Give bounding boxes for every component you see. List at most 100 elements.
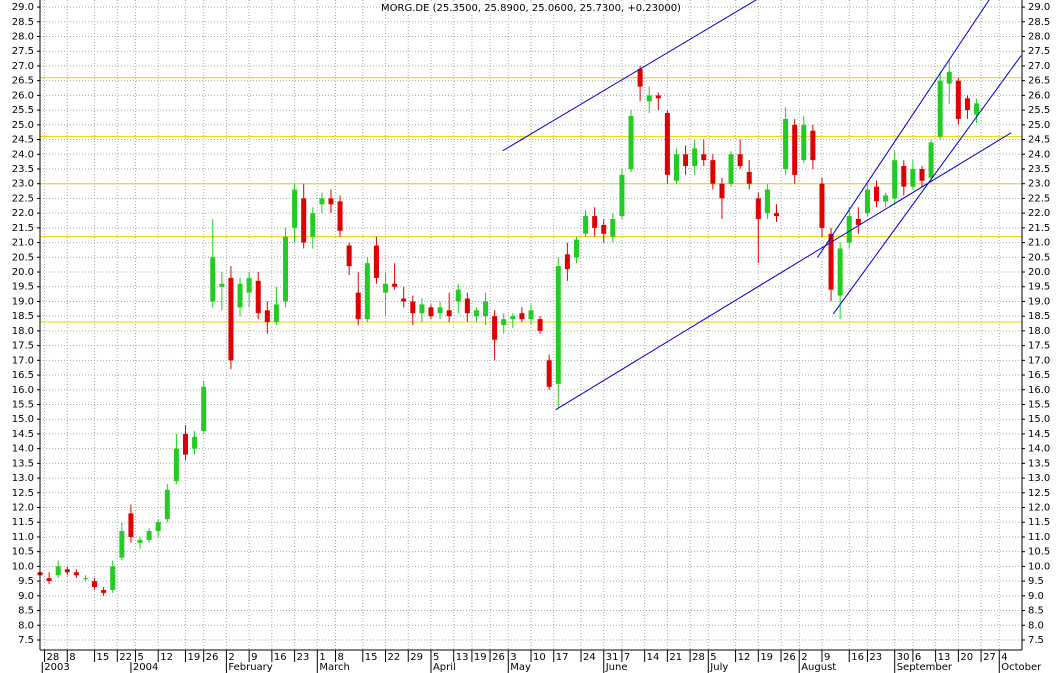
y-tick-label: 10.0 [12,561,34,572]
y2-tick-label: 11.0 [1028,532,1050,543]
y2-tick-label: 12.0 [1028,503,1050,514]
candle-body [455,289,461,302]
candle-body [419,304,425,314]
candle-body [510,316,516,320]
y-tick-label: 22.0 [12,208,34,219]
x-tick-label: 22 [388,652,401,663]
candle-body [883,195,889,202]
y-tick-label: 20.5 [12,252,34,263]
candle-body [537,319,543,331]
candle-body [783,118,789,169]
month-label: April [433,662,456,673]
x-tick-label: 7 [624,652,630,663]
y-tick-label: 28.5 [12,17,34,28]
x-tick-label: 12 [738,652,751,663]
candle-body [692,148,698,167]
candle-body [864,189,870,214]
x-tick-label: 28 [47,652,60,663]
y2-tick-label: 22.5 [1028,193,1050,204]
x-tick-label: 29 [410,652,423,663]
x-tick-label: 31 [606,652,619,663]
candle-body [301,198,307,243]
x-tick-label: 10 [533,652,546,663]
candle-body [373,245,379,278]
y2-tick-label: 20.5 [1028,252,1050,263]
candle-body [892,160,898,199]
trend-line [832,55,1022,315]
x-tick-label: 20 [960,652,973,663]
y-tick-label: 15.0 [12,414,34,425]
x-tick-label: 2 [801,652,807,663]
y-tick-label: 15.5 [12,399,34,410]
y-tick-label: 20.0 [12,267,34,278]
candle-body [928,142,934,178]
x-tick-label: 6 [915,652,921,663]
candle-body [264,310,270,323]
candle-body [173,448,179,482]
candle-body [746,171,752,184]
candle-body [792,124,798,175]
x-tick-label: 17 [556,652,569,663]
x-tick-label: 24 [583,652,596,663]
y2-tick-label: 14.0 [1028,444,1050,455]
x-tick-label: 13 [456,652,469,663]
candle-body [437,307,443,314]
y2-tick-label: 25.0 [1028,120,1050,131]
y2-tick-label: 10.0 [1028,561,1050,572]
candle-body [82,578,88,580]
candle-body [182,433,188,455]
candle-body [219,283,225,287]
candle-body [146,531,152,540]
candle-body [292,189,298,228]
y-tick-label: 19.0 [12,296,34,307]
candle-body [874,186,880,202]
y2-tick-label: 11.5 [1028,517,1050,528]
candle-body [710,160,716,184]
x-tick-label: 19 [760,652,773,663]
candle-body [164,489,170,520]
y-tick-label: 14.5 [12,429,34,440]
candle-body [601,224,607,234]
axes: 7.5 7.5 8.0 8.0 8.5 8.5 9.0 9.0 9.5 9.5 10.0 10.0 10… [12,0,1050,673]
x-tick-label: 3 [510,652,516,663]
x-tick-label: 9 [824,652,830,663]
y-tick-label: 10.5 [12,547,34,558]
candle-body [910,168,916,187]
y-tick-label: 14.0 [12,444,34,455]
candle-body [464,298,470,314]
candle-body [346,245,352,267]
month-label: July [709,662,728,673]
x-tick-label: 23 [869,652,882,663]
candle-body [73,572,79,576]
candle-body [974,103,980,115]
y2-tick-label: 22.0 [1028,208,1050,219]
y-tick-label: 13.5 [12,458,34,469]
y-tick-label: 8.5 [18,606,34,617]
candle-body [119,531,125,558]
y-tick-label: 25.5 [12,105,34,116]
x-tick-label: 2 [228,652,234,663]
y2-tick-label: 18.0 [1028,326,1050,337]
candle-body [646,95,652,102]
y-tick-label: 24.5 [12,135,34,146]
x-tick-label: 5 [433,652,439,663]
x-tick-label: 15 [97,652,110,663]
y2-tick-label: 24.5 [1028,135,1050,146]
candle-body [137,539,143,543]
x-tick-label: 22 [119,652,132,663]
candle-body [273,304,279,323]
candle-body [810,130,816,161]
y2-tick-label: 29.0 [1028,2,1050,13]
y2-tick-label: 10.5 [1028,547,1050,558]
candle-body [255,280,261,314]
y-tick-label: 22.5 [12,193,34,204]
y2-tick-label: 13.5 [1028,458,1050,469]
y2-tick-label: 14.5 [1028,429,1050,440]
grid [40,0,1022,650]
candle-body [937,80,943,137]
y2-tick-label: 24.0 [1028,149,1050,160]
y-tick-label: 11.5 [12,517,34,528]
candle-body [392,283,398,287]
y-tick-label: 17.0 [12,355,34,366]
y-tick-label: 27.5 [12,46,34,57]
